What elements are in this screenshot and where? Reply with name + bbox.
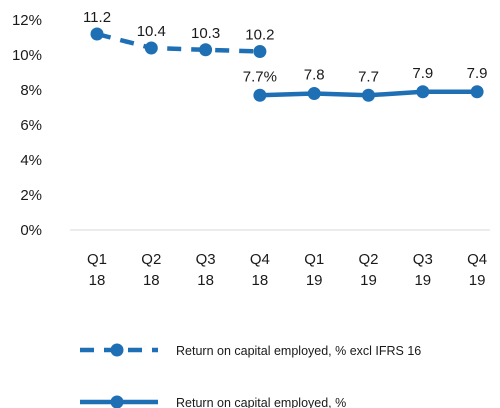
- legend-item-excl-ifrs16: Return on capital employed, % excl IFRS …: [80, 343, 421, 358]
- legend-item-roce: Return on capital employed, %: [80, 395, 346, 408]
- x-tick-label: Q2 18: [141, 251, 161, 289]
- data-label: 7.7: [358, 68, 379, 85]
- data-labels: 11.2 10.4 10.3 10.2 7.7% 7.8 7.7 7.9 7.9: [83, 9, 488, 85]
- data-label: 10.4: [137, 23, 166, 40]
- x-axis-tick-labels: Q1 18 Q2 18 Q3 18 Q4 18 Q1 19 Q2 19 Q3 19 Q4 19: [87, 251, 487, 289]
- x-tick-label: Q3 18: [196, 251, 216, 289]
- data-label: 11.2: [83, 9, 111, 26]
- data-point: [90, 27, 104, 41]
- y-tick-label: 12%: [12, 12, 42, 29]
- legend-solid-marker: [110, 395, 124, 408]
- data-label: 7.8: [304, 67, 325, 84]
- series-line-0: [96, 31, 260, 54]
- data-label: 7.9: [467, 65, 488, 82]
- legend-label-excl-ifrs16: Return on capital employed, % excl IFRS …: [176, 344, 421, 358]
- legend-dashed-marker: [110, 343, 124, 357]
- legend: Return on capital employed, % excl IFRS …: [80, 343, 421, 408]
- data-label: 7.7%: [243, 68, 277, 85]
- x-tick-label: Q4 18: [250, 251, 270, 289]
- data-point: [416, 85, 430, 99]
- data-label: 10.2: [245, 27, 274, 44]
- data-point: [253, 45, 267, 58]
- x-tick-label: Q3 19: [413, 251, 433, 289]
- y-tick-label: 6%: [20, 117, 42, 134]
- y-tick-label: 4%: [20, 152, 42, 169]
- data-label: 7.9: [412, 65, 433, 82]
- data-point: [362, 88, 375, 102]
- legend-label-roce: Return on capital employed, %: [176, 396, 346, 408]
- x-tick-label: Q1 19: [304, 251, 324, 289]
- data-label: 10.3: [191, 25, 220, 42]
- x-tick-label: Q1 18: [87, 251, 107, 289]
- x-tick-label: Q4 19: [467, 251, 487, 289]
- y-tick-label: 0%: [20, 222, 42, 239]
- y-tick-label: 10%: [12, 47, 42, 64]
- y-tick-label: 8%: [20, 82, 42, 99]
- series-layer: [90, 27, 484, 102]
- x-tick-label: Q2 19: [358, 251, 378, 289]
- data-point: [144, 41, 158, 55]
- data-point: [199, 43, 213, 57]
- data-point: [253, 88, 267, 102]
- y-axis-tick-labels: 0% 2% 4% 6% 8% 10% 12%: [12, 12, 42, 239]
- data-point: [307, 87, 321, 100]
- data-point: [470, 85, 484, 99]
- y-tick-label: 2%: [20, 187, 42, 204]
